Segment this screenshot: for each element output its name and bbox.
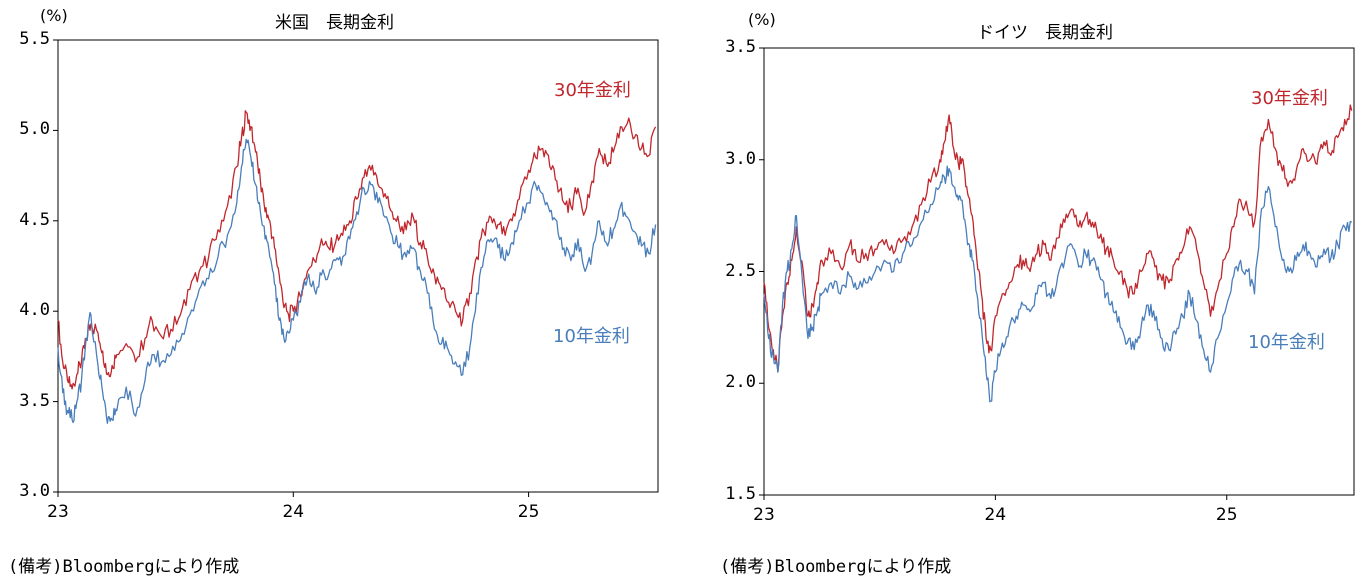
chart-title: ドイツ 長期金利 [977, 23, 1113, 43]
y-tick-label: 5.5 [19, 29, 50, 49]
series-line-30y [57, 110, 657, 390]
y-tick-label: 3.0 [19, 481, 50, 501]
series-label-10y: 10年金利 [553, 326, 630, 347]
x-tick-label: 23 [47, 502, 69, 522]
source-note: (備考)Bloombergにより作成 [8, 557, 240, 577]
chart-title: 米国 長期金利 [275, 13, 394, 33]
series-line-10y [763, 165, 1353, 403]
chart-us-svg [53, 39, 659, 497]
series-line-10y [57, 138, 657, 424]
series-label-30y: 30年金利 [1251, 88, 1328, 109]
y-tick-label: 1.5 [725, 484, 756, 504]
y-tick-label: 2.0 [725, 372, 756, 393]
chart-panel-germany: (%) ドイツ 長期金利 30年金利 10年金利 (備考)Bloombergによ… [684, 0, 1367, 579]
chart-germany-svg [759, 47, 1355, 500]
series-line-30y [763, 104, 1353, 373]
y-tick-label: 3.0 [725, 148, 756, 169]
y-tick-label: 5.0 [19, 119, 50, 140]
plot-frame [57, 39, 659, 493]
y-unit-label: (%) [748, 10, 776, 29]
y-tick-label: 4.0 [19, 300, 50, 321]
y-tick-label: 3.5 [725, 37, 756, 57]
y-unit-label: (%) [40, 6, 68, 25]
y-tick-label: 4.5 [19, 209, 50, 230]
x-tick-label: 25 [517, 502, 540, 522]
y-tick-label: 3.5 [19, 390, 50, 411]
x-tick-label: 24 [282, 502, 305, 522]
series-label-30y: 30年金利 [554, 80, 631, 101]
x-tick-label: 23 [753, 505, 775, 525]
x-tick-label: 24 [984, 505, 1007, 525]
x-tick-label: 25 [1215, 505, 1238, 525]
chart-panel-us: (%) 米国 長期金利 30年金利 10年金利 (備考)Bloombergにより… [0, 0, 683, 579]
series-label-10y: 10年金利 [1248, 332, 1325, 353]
source-note: (備考)Bloombergにより作成 [720, 557, 952, 577]
y-tick-label: 2.5 [725, 260, 756, 281]
